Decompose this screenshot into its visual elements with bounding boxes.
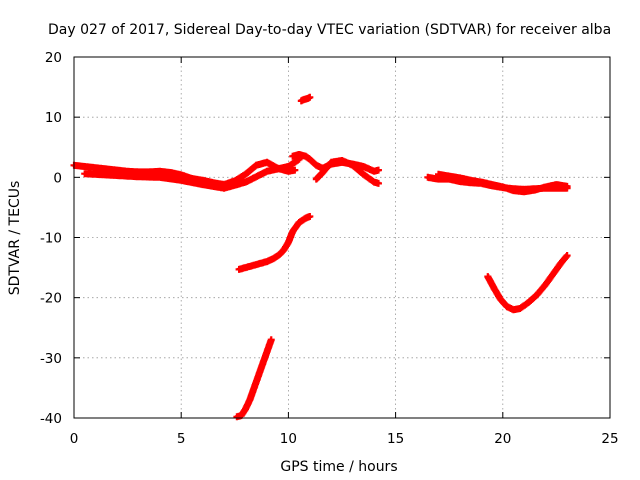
series-arc-main-1b [81,155,303,192]
series-arc-right [484,252,571,314]
data-point-markers [81,155,303,192]
y-axis-label: SDTVAR / TECUs [7,181,23,296]
y-tick-label: -20 [40,291,62,307]
y-tick-label: -30 [40,351,62,367]
series-arc-upper [297,93,314,105]
y-tick-label: 10 [45,110,62,126]
series-arc-main-3b [435,170,571,196]
data-point-markers [297,93,314,105]
data-points [70,93,571,421]
x-tick-label: 10 [280,431,297,447]
series-arc-mid [235,212,314,273]
axis-ticks [73,56,611,419]
x-tick-label: 5 [177,431,186,447]
data-point-markers [233,336,275,421]
y-tick-label: -10 [40,231,62,247]
x-tick-label: 0 [70,431,79,447]
y-tick-label: 20 [45,50,62,66]
y-tick-label: 0 [53,170,62,186]
grid-lines [74,57,610,418]
data-point-markers [312,157,382,187]
x-tick-label: 20 [494,431,511,447]
y-tick-label: -40 [40,411,62,427]
data-point-markers [435,170,571,196]
x-tick-label: 25 [601,431,618,447]
x-tick-label: 15 [387,431,404,447]
x-axis-label: GPS time / hours [280,459,397,475]
data-point-markers [484,252,571,314]
series-arc-main-2b [312,157,382,187]
tick-labels: 0 5 10 15 20 25 -40 -30 -20 -10 0 10 20 [40,50,619,447]
data-point-markers [235,212,314,273]
series-arc-low [233,336,275,421]
chart-title: Day 027 of 2017, Sidereal Day-to-day VTE… [48,22,611,38]
